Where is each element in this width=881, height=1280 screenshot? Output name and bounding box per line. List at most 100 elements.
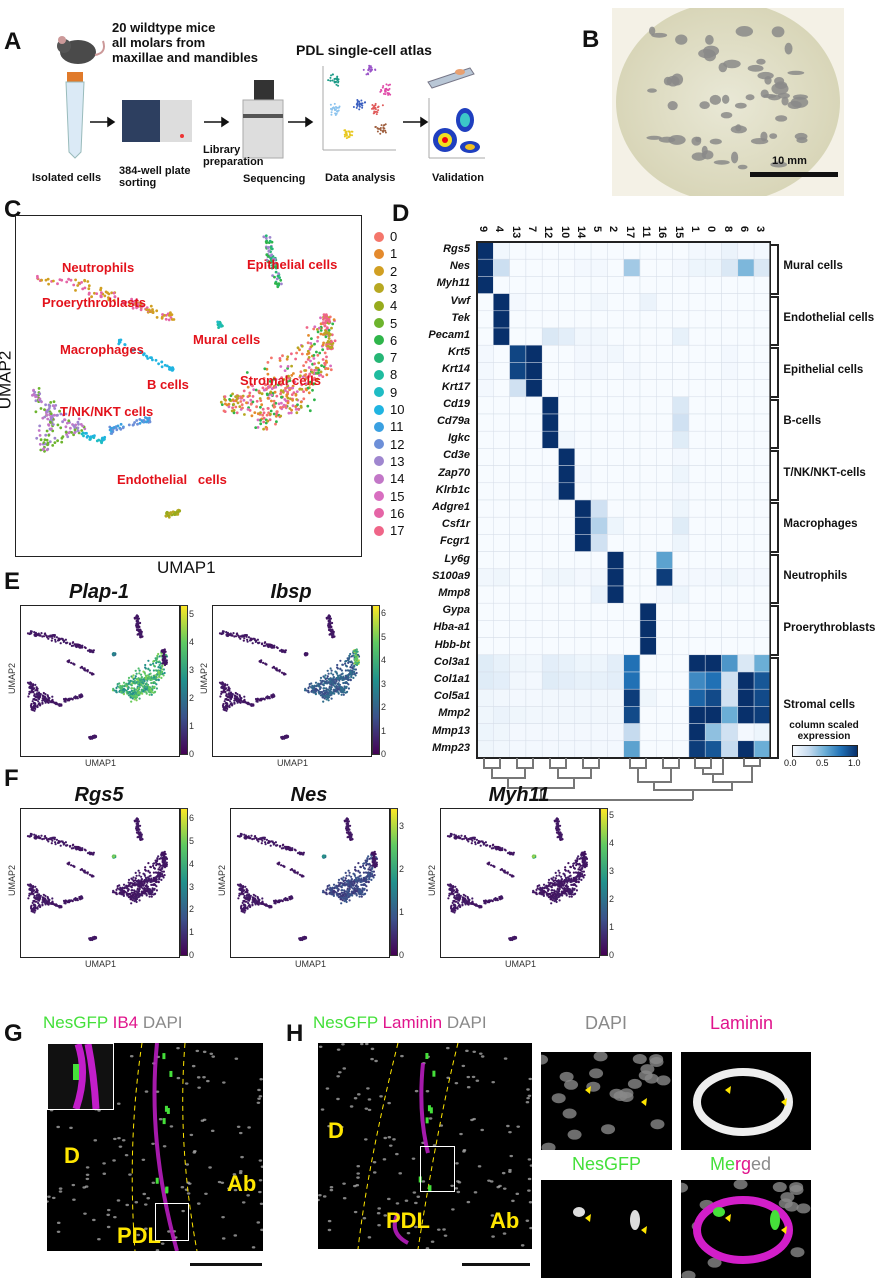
umap-point bbox=[283, 369, 287, 372]
umap-point bbox=[147, 308, 151, 312]
umap-point bbox=[268, 385, 272, 389]
legend-item: 16 bbox=[374, 506, 404, 521]
umap-point bbox=[229, 632, 232, 635]
heatmap-cell bbox=[688, 310, 706, 329]
umap-point bbox=[245, 634, 248, 637]
umap-point bbox=[131, 682, 134, 685]
umap-point bbox=[148, 693, 151, 696]
scale-bar bbox=[750, 172, 838, 177]
cluster-column-label: 8 bbox=[721, 226, 734, 233]
umap-point bbox=[279, 365, 283, 368]
tsne-point bbox=[356, 98, 359, 101]
umap-point bbox=[115, 428, 119, 432]
umap-point bbox=[144, 663, 147, 667]
umap-point bbox=[275, 394, 279, 398]
heatmap-cell bbox=[574, 482, 592, 501]
umap-point bbox=[286, 355, 290, 359]
tissue-fragment bbox=[770, 161, 788, 168]
umap-point bbox=[273, 405, 277, 408]
heatmap-cell bbox=[737, 396, 755, 415]
umap-point bbox=[306, 341, 310, 345]
umap-point bbox=[155, 889, 158, 892]
heatmap-cell bbox=[656, 637, 673, 656]
heatmap-cell bbox=[541, 602, 559, 621]
umap-point bbox=[270, 382, 273, 386]
umap-point bbox=[81, 644, 84, 647]
heatmap-cell bbox=[753, 482, 771, 501]
umap-point bbox=[329, 368, 333, 372]
colorbar-tick: 1 bbox=[381, 725, 387, 736]
umap-point bbox=[87, 287, 91, 291]
umap-point bbox=[131, 676, 134, 679]
umap-point bbox=[122, 883, 126, 886]
heatmap-cell bbox=[541, 276, 559, 294]
group-bracket bbox=[771, 398, 780, 450]
umap-point bbox=[168, 367, 171, 371]
umap-point bbox=[225, 403, 229, 407]
heatmap-cell bbox=[558, 551, 576, 570]
legend-swatch bbox=[374, 335, 384, 346]
umap-point bbox=[160, 360, 164, 364]
umap-point bbox=[265, 258, 269, 262]
umap-point bbox=[133, 421, 136, 424]
umap-point bbox=[37, 835, 40, 838]
umap-point bbox=[258, 660, 261, 663]
heatmap-cell bbox=[688, 499, 706, 518]
umap-point bbox=[99, 294, 103, 297]
heatmap-cell bbox=[607, 293, 624, 312]
heatmap-cell bbox=[590, 310, 608, 329]
heatmap-cell bbox=[753, 620, 771, 638]
tsne-point bbox=[329, 103, 332, 106]
heatmap-cell bbox=[721, 293, 739, 312]
heatmap-cell bbox=[704, 706, 722, 724]
heatmap-cell bbox=[737, 241, 755, 260]
heatmap-cell bbox=[721, 671, 739, 690]
umap-point bbox=[131, 687, 134, 690]
heatmap-cell bbox=[607, 430, 624, 449]
umap-point bbox=[322, 689, 325, 692]
umap-point bbox=[157, 868, 160, 871]
umap-point bbox=[116, 685, 119, 688]
heatmap-cell bbox=[656, 465, 673, 484]
umap-point bbox=[49, 401, 53, 404]
gene-label: S100a9 bbox=[432, 569, 470, 582]
heatmap-cell bbox=[607, 310, 624, 329]
umap-point bbox=[272, 403, 276, 406]
umap-point bbox=[275, 265, 278, 268]
umap-point bbox=[155, 885, 158, 888]
heatmap-cell bbox=[721, 344, 739, 363]
umap-point bbox=[118, 888, 121, 891]
feature-scatter bbox=[26, 817, 169, 942]
heatmap-cell bbox=[753, 534, 771, 552]
umap-point bbox=[137, 822, 140, 826]
umap-point bbox=[299, 404, 303, 408]
umap-point bbox=[159, 667, 162, 670]
umap-point bbox=[140, 878, 143, 881]
umap-point bbox=[85, 431, 88, 435]
tsne-point bbox=[381, 86, 384, 89]
umap-point bbox=[139, 621, 142, 625]
heatmap-cell bbox=[721, 585, 739, 604]
umap-point bbox=[33, 911, 36, 914]
umap-point bbox=[149, 874, 152, 877]
umap-point bbox=[347, 687, 350, 690]
heatmap-cell bbox=[721, 482, 739, 501]
umap-point bbox=[325, 616, 328, 619]
umap-point bbox=[301, 375, 305, 379]
umap-point bbox=[143, 680, 146, 683]
umap-point bbox=[138, 625, 141, 628]
umap-point bbox=[133, 897, 136, 900]
tsne-point bbox=[374, 125, 377, 128]
heatmap-cell bbox=[574, 534, 592, 552]
umap-point bbox=[337, 687, 341, 690]
panel-letter-b: B bbox=[582, 26, 600, 53]
umap-point bbox=[331, 636, 334, 639]
umap-point bbox=[124, 300, 128, 304]
umap-point bbox=[285, 357, 289, 361]
umap-point bbox=[263, 641, 266, 644]
legend-item: 8 bbox=[374, 367, 397, 382]
umap-point bbox=[80, 695, 83, 698]
heatmap-cell bbox=[607, 516, 624, 535]
umap-point bbox=[149, 678, 152, 682]
heatmap-cell bbox=[574, 602, 592, 621]
